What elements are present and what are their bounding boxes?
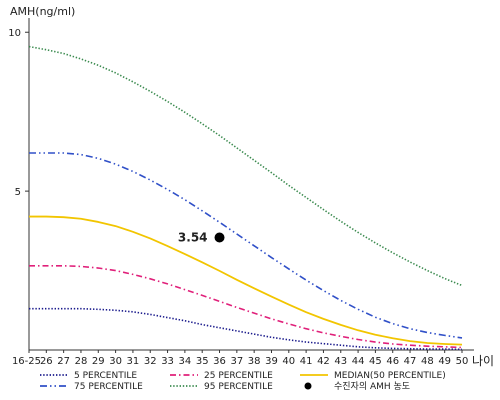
x-tick-label-4: 29	[92, 356, 105, 367]
x-tick-label-12: 37	[230, 356, 243, 367]
patient-point-0	[214, 232, 225, 243]
x-tick-label-17: 42	[317, 356, 330, 367]
y-tick-label-5: 5	[15, 187, 21, 198]
points-layer: 3.54	[178, 231, 225, 245]
series-layer	[28, 45, 463, 351]
legend-label-2-0: MEDIAN(50 PERCENTILE)	[334, 371, 446, 381]
series-line-3	[29, 152, 463, 339]
x-tick-label-15: 40	[282, 356, 295, 367]
legend-label-1-0: 25 PERCENTILE	[204, 371, 273, 381]
y-axis-label: AMH(ng/ml)	[10, 5, 75, 18]
x-tick-label-7: 32	[144, 356, 157, 367]
series-line-2	[29, 215, 463, 346]
x-axis-label: 나이	[472, 354, 494, 368]
x-tick-label-3: 28	[75, 356, 88, 367]
x-tick-label-24: 49	[438, 356, 451, 367]
patient-point-label-0: 3.54	[178, 231, 208, 245]
x-tick-label-10: 35	[196, 356, 209, 367]
x-tick-label-9: 34	[179, 356, 192, 367]
x-tick-label-20: 45	[369, 356, 382, 367]
x-tick-label-11: 36	[213, 356, 226, 367]
x-tick-label-0: 16-25	[12, 356, 41, 367]
legend-label-0-1: 75 PERCENTILE	[74, 382, 143, 392]
series-line-0	[29, 307, 463, 351]
series-line-4	[28, 45, 463, 287]
legend-label-2-1: 수진자의 AMH 농도	[334, 381, 410, 392]
x-tick-label-1: 26	[40, 356, 53, 367]
x-tick-label-19: 44	[352, 356, 365, 367]
legend-label-1-1: 95 PERCENTILE	[204, 382, 273, 392]
x-tick-label-22: 47	[404, 356, 417, 367]
x-tick-label-6: 31	[127, 356, 140, 367]
x-tick-label-23: 48	[421, 356, 434, 367]
x-tick-label-13: 38	[248, 356, 261, 367]
x-tick-label-25: 50	[456, 356, 469, 367]
x-tick-label-21: 46	[386, 356, 399, 367]
x-tick-label-8: 33	[161, 356, 174, 367]
x-tick-label-16: 41	[300, 356, 313, 367]
series-line-1	[29, 264, 463, 349]
y-tick-label-10: 10	[8, 28, 21, 39]
legend-label-0-0: 5 PERCENTILE	[74, 371, 137, 381]
x-tick-label-2: 27	[57, 356, 70, 367]
legend-swatch-2-1	[304, 382, 312, 390]
x-tick-label-5: 30	[109, 356, 122, 367]
x-tick-label-18: 43	[334, 356, 347, 367]
x-tick-label-14: 39	[265, 356, 278, 367]
